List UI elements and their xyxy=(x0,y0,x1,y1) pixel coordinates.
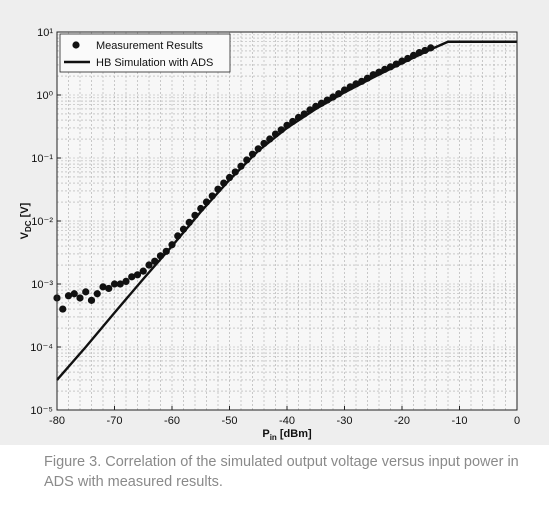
x-tick-label: -50 xyxy=(222,415,238,427)
legend-label: Measurement Results xyxy=(96,40,203,52)
data-point xyxy=(76,294,84,302)
data-point xyxy=(64,292,73,300)
grid xyxy=(56,31,518,411)
y-tick-label: 10¹ xyxy=(37,27,53,39)
legend: Measurement Results HB Simulation with AD… xyxy=(59,33,231,73)
data-point xyxy=(105,284,113,293)
data-point xyxy=(93,290,101,298)
data-point xyxy=(70,290,78,298)
y-tick-label: 10⁻⁵ xyxy=(30,405,53,417)
x-tick-label: -10 xyxy=(452,415,468,427)
y-tick-label: 10⁻² xyxy=(31,216,53,228)
caption: Figure 3. Correlation of the simulated o… xyxy=(44,454,519,490)
data-point xyxy=(133,271,142,279)
x-tick-label: -40 xyxy=(279,415,295,427)
y-label-unit: [V] xyxy=(19,202,31,220)
x-axis-label: Pin [dBm] xyxy=(262,428,312,442)
plot-frame xyxy=(56,31,518,411)
y-tick-label: 10⁻⁴ xyxy=(30,342,53,354)
series-line xyxy=(56,40,517,381)
y-tick-label: 10⁻¹ xyxy=(31,153,53,165)
x-label-sub: in xyxy=(270,433,277,442)
x-tick-label: -60 xyxy=(164,415,180,427)
x-label-unit: [dBm] xyxy=(277,428,312,440)
data-point xyxy=(145,261,153,269)
x-tick-label: -70 xyxy=(107,415,123,427)
data-point xyxy=(122,277,130,285)
data-point xyxy=(128,273,136,281)
x-tick-label: -80 xyxy=(49,415,65,427)
legend-marker xyxy=(72,41,80,49)
data-point xyxy=(110,280,119,288)
data-point xyxy=(116,280,124,288)
data-point xyxy=(139,267,147,275)
legend-label: HB Simulation with ADS xyxy=(96,57,213,69)
y-axis-label: VDC [V] xyxy=(19,202,33,239)
data-point xyxy=(59,305,67,313)
x-label-main: P xyxy=(262,428,269,440)
data-point xyxy=(99,283,107,291)
data-point xyxy=(82,288,90,296)
y-tick-label: 10⁻³ xyxy=(31,279,53,291)
marks xyxy=(53,40,517,381)
chart: VDC [V] Pin [dBm] Measurement Results HB … xyxy=(0,0,549,445)
y-tick-label: 10⁰ xyxy=(36,90,53,102)
legend-box xyxy=(59,33,231,73)
x-tick-label: -30 xyxy=(337,415,353,427)
data-point xyxy=(87,296,96,304)
y-label-main: V xyxy=(19,231,31,239)
x-tick-label: 0 xyxy=(514,415,520,427)
y-label-sub: DC xyxy=(24,220,33,232)
x-tick-label: -20 xyxy=(394,415,410,427)
